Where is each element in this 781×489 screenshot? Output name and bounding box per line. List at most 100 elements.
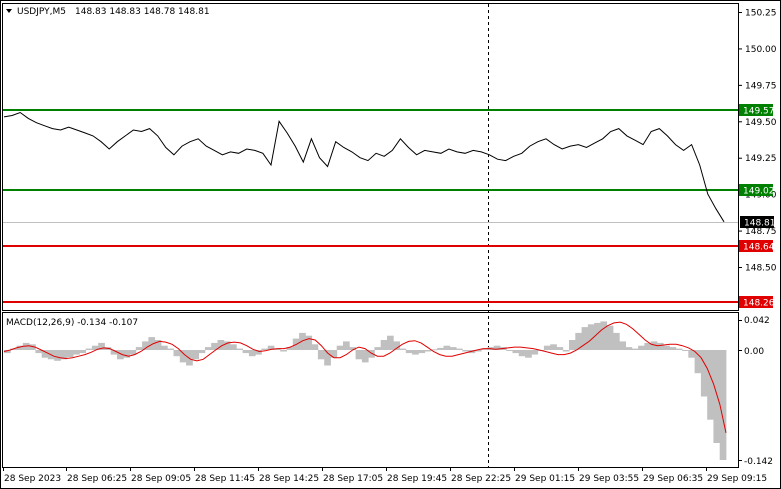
macd-histogram-bar bbox=[110, 350, 118, 355]
price-pane[interactable] bbox=[2, 3, 739, 311]
macd-histogram-bar bbox=[161, 345, 168, 350]
macd-histogram-bar bbox=[688, 350, 695, 358]
macd-histogram-bar bbox=[707, 350, 714, 420]
macd-histogram-bar bbox=[286, 347, 294, 350]
macd-histogram-bar bbox=[405, 350, 413, 354]
macd-histogram-bar bbox=[613, 332, 620, 350]
price-tick-label: 149.25 bbox=[745, 154, 777, 164]
macd-histogram-bar bbox=[669, 347, 677, 350]
macd-title: MACD(12,26,9) -0.134 -0.107 bbox=[6, 318, 138, 328]
macd-histogram-bar bbox=[424, 350, 432, 352]
macd-histogram-bar bbox=[324, 350, 331, 366]
macd-histogram-bar bbox=[675, 348, 683, 350]
chevron-down-icon[interactable] bbox=[6, 9, 12, 13]
macd-histogram-bar bbox=[418, 350, 426, 354]
macd-histogram-bar bbox=[129, 350, 137, 355]
macd-histogram-bar bbox=[91, 345, 99, 350]
time-tick-label: 28 Sep 06:25 bbox=[67, 474, 127, 484]
macd-histogram-bar bbox=[60, 350, 68, 360]
macd-histogram-bar bbox=[594, 322, 601, 350]
macd-histogram-bar bbox=[412, 350, 419, 355]
macd-histogram-bar bbox=[349, 347, 356, 350]
level-tag bbox=[739, 104, 773, 116]
macd-histogram-bar bbox=[167, 348, 174, 350]
macd-histogram-bar bbox=[449, 347, 457, 350]
macd-histogram-bar bbox=[29, 344, 36, 350]
macd-histogram-bar bbox=[474, 350, 482, 352]
macd-histogram-bar bbox=[66, 350, 74, 357]
macd-histogram-bar bbox=[73, 350, 80, 355]
macd-histogram-bar bbox=[550, 344, 557, 350]
level-label: 148.64 bbox=[743, 243, 775, 253]
macd-histogram-bar bbox=[123, 350, 130, 358]
macd-histogram-bar bbox=[644, 342, 652, 350]
time-tick-label: 29 Sep 06:35 bbox=[643, 474, 703, 484]
macd-histogram-bar bbox=[694, 350, 702, 374]
time-tick-label: 28 Sep 19:45 bbox=[387, 474, 447, 484]
macd-histogram-bar bbox=[374, 347, 382, 350]
macd-histogram-bar bbox=[481, 348, 488, 350]
macd-histogram-bar bbox=[4, 350, 11, 354]
time-tick-label: 28 Sep 2023 bbox=[4, 474, 61, 484]
time-tick-label: 28 Sep 22:25 bbox=[451, 474, 511, 484]
macd-histogram-bar bbox=[154, 340, 162, 350]
macd-histogram-bar bbox=[330, 350, 338, 358]
macd-histogram-bar bbox=[242, 350, 250, 354]
macd-histogram-bar bbox=[148, 337, 156, 350]
macd-tick-zero: 0.00 bbox=[744, 347, 764, 357]
macd-histogram-bar bbox=[399, 348, 407, 350]
macd-histogram-bar bbox=[41, 350, 49, 358]
price-tick-label: 150.00 bbox=[745, 45, 777, 55]
macd-histogram-bar bbox=[230, 344, 237, 350]
macd-histogram-bar bbox=[719, 350, 727, 460]
macd-histogram-bar bbox=[35, 350, 43, 354]
macd-histogram-bar bbox=[443, 345, 451, 350]
macd-histogram-bar bbox=[179, 350, 187, 363]
macd-histogram-bar bbox=[380, 340, 388, 350]
macd-histogram-bar bbox=[85, 348, 93, 350]
macd-histogram-bar bbox=[543, 345, 551, 350]
macd-histogram-bar bbox=[462, 350, 469, 352]
macd-histogram-bar bbox=[456, 348, 463, 350]
macd-histogram-bar bbox=[98, 342, 105, 350]
time-tick-label: 28 Sep 11:45 bbox=[195, 474, 255, 484]
macd-histogram-bar bbox=[512, 350, 520, 354]
macd-tick-bottom: -0.142 bbox=[744, 457, 773, 467]
macd-histogram-bar bbox=[336, 345, 344, 350]
macd-histogram-bar bbox=[236, 348, 243, 350]
macd-histogram-bar bbox=[619, 341, 626, 350]
level-label: 149.02 bbox=[743, 187, 775, 197]
macd-histogram-bar bbox=[223, 341, 231, 350]
macd-histogram-bar bbox=[343, 341, 350, 350]
symbol-label: USDJPY,M5 bbox=[17, 7, 66, 17]
macd-histogram-bar bbox=[556, 347, 564, 350]
macd-histogram-bar bbox=[311, 344, 319, 350]
macd-histogram-bar bbox=[142, 341, 149, 350]
time-tick-label: 29 Sep 03:55 bbox=[579, 474, 639, 484]
macd-histogram-bar bbox=[305, 335, 313, 350]
macd-histogram-bar bbox=[274, 348, 281, 350]
macd-histogram-bar bbox=[631, 348, 639, 350]
time-tick-label: 28 Sep 09:05 bbox=[131, 474, 191, 484]
macd-histogram-bar bbox=[355, 350, 363, 360]
macd-histogram-bar bbox=[493, 345, 501, 350]
macd-histogram-bar bbox=[173, 350, 181, 357]
time-tick-label: 29 Sep 09:15 bbox=[707, 474, 767, 484]
macd-histogram-bar bbox=[135, 347, 143, 350]
macd-histogram-bar bbox=[562, 350, 570, 352]
macd-histogram-bar bbox=[663, 345, 670, 350]
macd-histogram-bar bbox=[248, 350, 256, 357]
macd-histogram-bar bbox=[192, 350, 199, 360]
macd-histogram-bar bbox=[317, 350, 325, 360]
macd-histogram-bar bbox=[606, 325, 614, 350]
macd-histogram-bar bbox=[198, 350, 206, 354]
macd-histogram-bar bbox=[581, 327, 589, 350]
level-label: 148.26 bbox=[743, 299, 775, 309]
macd-pane[interactable] bbox=[2, 312, 739, 468]
level-tag bbox=[739, 296, 773, 308]
macd-signal-line bbox=[3, 321, 727, 434]
price-tick-label: 149.50 bbox=[745, 118, 777, 128]
macd-histogram-bar bbox=[700, 350, 708, 397]
macd-histogram-bar bbox=[506, 350, 513, 351]
